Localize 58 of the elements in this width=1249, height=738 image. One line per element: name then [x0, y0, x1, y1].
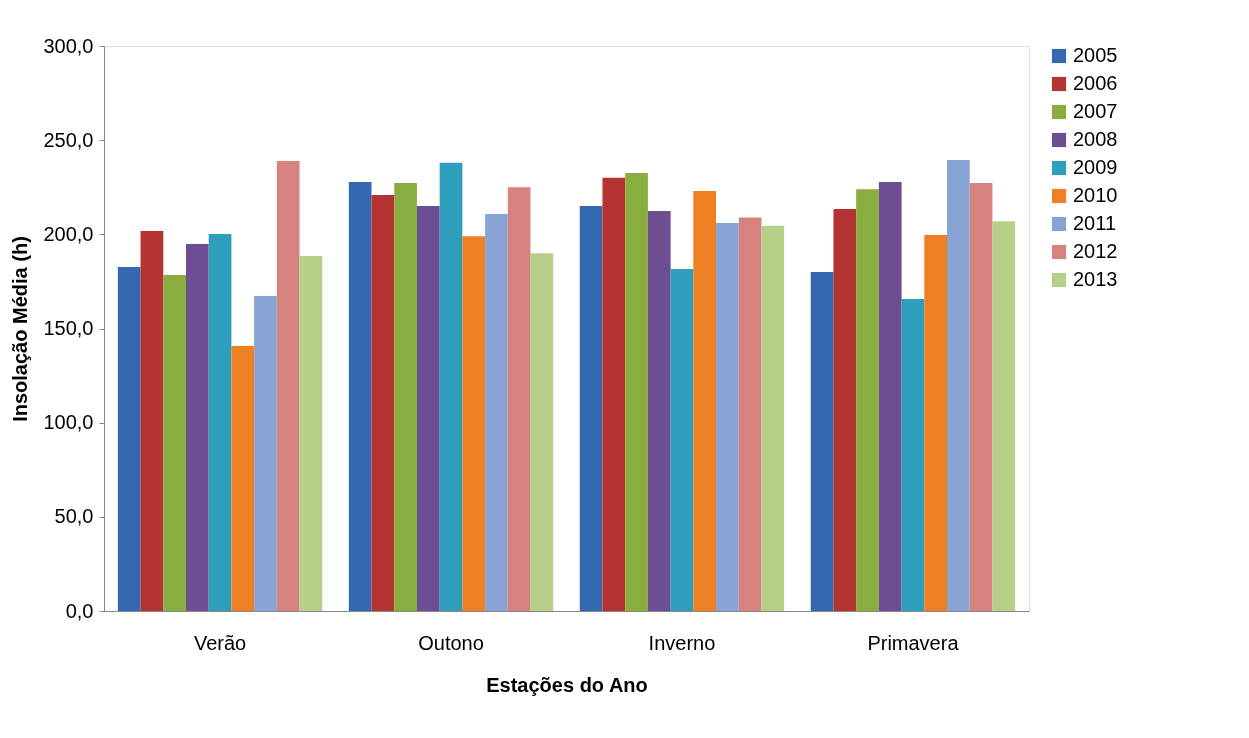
bar — [969, 182, 993, 611]
bar — [485, 213, 508, 611]
bar — [693, 191, 717, 611]
bar — [901, 298, 925, 611]
bar — [439, 162, 463, 611]
bar — [579, 206, 603, 611]
y-tick-label: 50,0 — [54, 505, 94, 528]
x-tick-label: Primavera — [867, 631, 960, 654]
y-tick-label: 0,0 — [65, 599, 94, 622]
bar — [761, 225, 785, 611]
legend-label: 2013 — [1073, 268, 1118, 290]
bar — [878, 181, 902, 611]
bar — [856, 189, 879, 611]
y-tick-label: 300,0 — [43, 34, 94, 57]
bar — [810, 272, 834, 611]
bar — [416, 206, 440, 611]
bar — [117, 266, 141, 611]
bar — [276, 160, 300, 611]
legend-label: 2008 — [1073, 128, 1118, 150]
bar — [254, 295, 277, 611]
bar — [348, 181, 372, 611]
bar — [670, 268, 694, 611]
x-axis-title: Estações do Ano — [486, 673, 648, 696]
x-tick-label: Inverno — [648, 631, 716, 654]
bar — [371, 194, 395, 611]
bar — [992, 221, 1016, 611]
legend-label: 2010 — [1073, 184, 1118, 206]
y-tick-label: 150,0 — [43, 317, 94, 339]
bar — [716, 223, 739, 611]
bar — [602, 177, 626, 611]
bar — [163, 275, 186, 611]
bar — [231, 346, 255, 611]
y-tick-label: 250,0 — [43, 128, 94, 151]
bar — [208, 233, 232, 611]
bar — [394, 182, 417, 611]
bar — [140, 230, 164, 611]
legend-label: 2011 — [1073, 212, 1117, 234]
bar — [647, 210, 671, 611]
x-tick-label: Verão — [193, 631, 247, 654]
bar — [185, 243, 209, 611]
legend-label: 2007 — [1073, 100, 1118, 122]
bar — [462, 236, 486, 611]
legend-label: 2012 — [1073, 240, 1118, 262]
bar — [924, 234, 948, 611]
bar — [947, 159, 970, 611]
legend-label: 2006 — [1073, 72, 1118, 94]
bar — [833, 208, 857, 611]
y-tick-label: 200,0 — [43, 222, 94, 245]
y-axis-title: Insolação Média (h) — [9, 236, 32, 422]
bar — [530, 253, 554, 611]
bar — [738, 217, 762, 611]
y-tick-label: 100,0 — [43, 411, 94, 434]
x-tick-label: Outono — [418, 631, 484, 654]
bar — [507, 187, 531, 611]
bar — [299, 255, 323, 611]
legend-label: 2009 — [1073, 156, 1118, 178]
legend-label: 2005 — [1073, 44, 1118, 66]
bar — [625, 172, 648, 611]
